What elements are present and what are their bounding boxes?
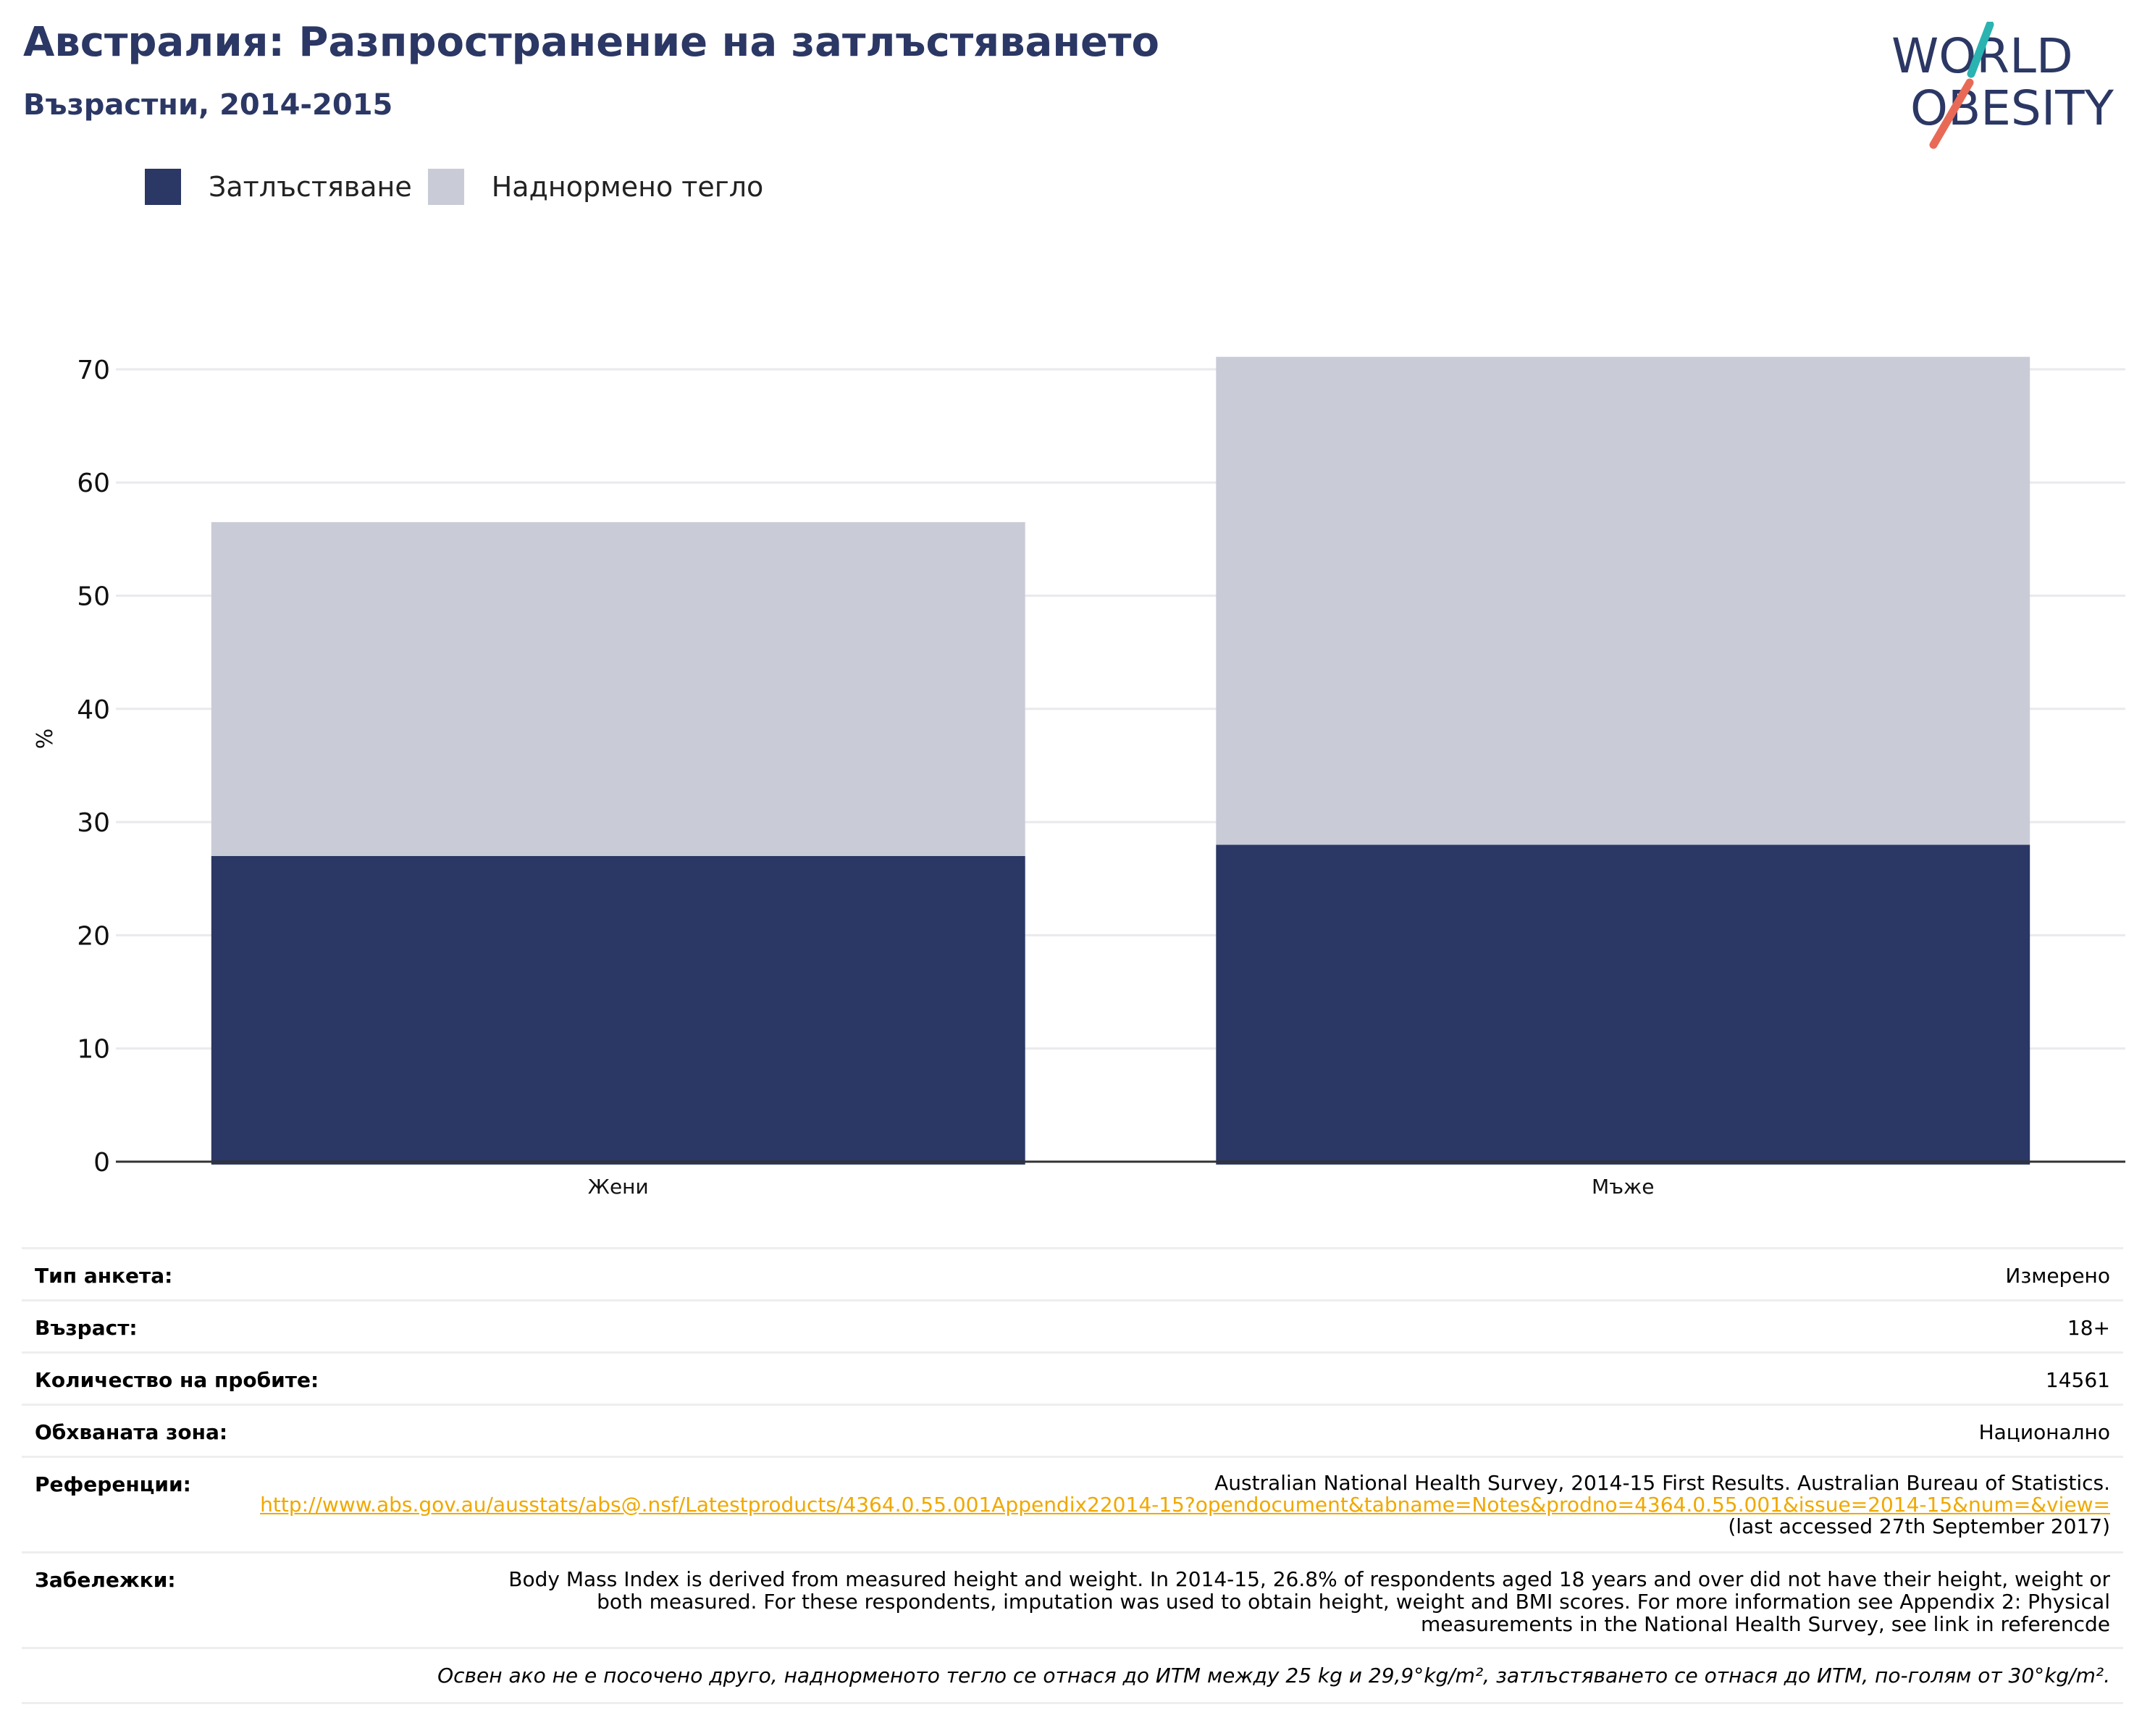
y-tick-label: 40 (77, 695, 110, 725)
legend-item-overweight: Наднормено тегло (427, 169, 764, 205)
y-axis-label: % (33, 729, 58, 750)
chart-legend: Затлъстяване Наднормено тегло (145, 167, 779, 207)
bar-obesity-1 (1216, 844, 2030, 1165)
x-tick-label: Мъже (1592, 1175, 1654, 1199)
x-tick-label: Жени (588, 1175, 649, 1199)
page-title: Австралия: Разпространение на затлъстява… (23, 19, 1159, 66)
legend-swatch-obesity (145, 169, 181, 205)
coverage-label: Обхваната зона: (35, 1420, 228, 1444)
world-obesity-logo: WORLD OBESITY (1891, 22, 2114, 149)
footnote-text: Освен ако не е посочено друго, наднормен… (437, 1664, 2110, 1687)
legend-swatch-overweight (427, 169, 464, 205)
info-row-sample-size: Количество на пробите: 14561 (22, 1351, 2123, 1404)
page-subtitle: Възрастни, 2014-2015 (23, 88, 393, 122)
survey-info-table: Тип анкета: Измерено Възраст: 18+ Количе… (22, 1247, 2123, 1704)
references-value: Australian National Health Survey, 2014-… (227, 1458, 2110, 1538)
y-tick-label: 60 (77, 469, 110, 498)
bar-obesity-0 (211, 855, 1025, 1165)
survey-type-label: Тип анкета: (35, 1264, 173, 1288)
legend-item-obesity: Затлъстяване (145, 169, 412, 205)
logo-slash-bottom (1929, 78, 1974, 149)
references-link[interactable]: http://www.abs.gov.au/ausstats/abs@.nsf/… (260, 1493, 2110, 1517)
logo-slash-top (1967, 22, 1994, 78)
references-text: Australian National Health Survey, 2014-… (1214, 1471, 2110, 1495)
y-tick-label: 0 (93, 1148, 110, 1178)
notes-label: Забележки: (35, 1568, 176, 1592)
references-label: Референции: (35, 1472, 191, 1496)
age-label: Възраст: (35, 1316, 138, 1340)
table-bottom-rule (22, 1702, 2123, 1704)
legend-label-overweight: Наднормено тегло (491, 171, 764, 203)
stacked-bar-chart: 0 10 20 30 40 50 60 70% Жени Мъже (33, 356, 2125, 1199)
y-tick-label: 20 (77, 921, 110, 951)
info-row-age: Възраст: 18+ (22, 1299, 2123, 1351)
y-tick-label: 10 (77, 1035, 110, 1065)
y-tick-label: 70 (77, 356, 110, 385)
legend-label-obesity: Затлъстяване (209, 171, 412, 203)
bar-overweight-0 (211, 521, 1025, 856)
info-row-footnote: Освен ако не е посочено друго, наднормен… (22, 1647, 2123, 1702)
y-tick-label: 50 (77, 582, 110, 612)
age-value: 18+ (2067, 1316, 2110, 1340)
coverage-value: Национално (1978, 1420, 2110, 1444)
sample-size-value: 14561 (2045, 1368, 2110, 1392)
bar-overweight-1 (1216, 356, 2030, 845)
survey-type-value: Измерено (2005, 1264, 2110, 1288)
info-row-references: Референции: Australian National Health S… (22, 1456, 2123, 1551)
notes-value: Body Mass Index is derived from measured… (508, 1567, 2110, 1636)
references-accessed: (last accessed 27th September 2017) (1728, 1514, 2110, 1538)
sample-size-label: Количество на пробите: (35, 1368, 319, 1392)
info-row-coverage: Обхваната зона: Национално (22, 1404, 2123, 1456)
info-row-survey-type: Тип анкета: Измерено (22, 1247, 2123, 1299)
y-tick-label: 30 (77, 808, 110, 838)
info-row-notes: Забележки: Body Mass Index is derived fr… (22, 1551, 2123, 1647)
